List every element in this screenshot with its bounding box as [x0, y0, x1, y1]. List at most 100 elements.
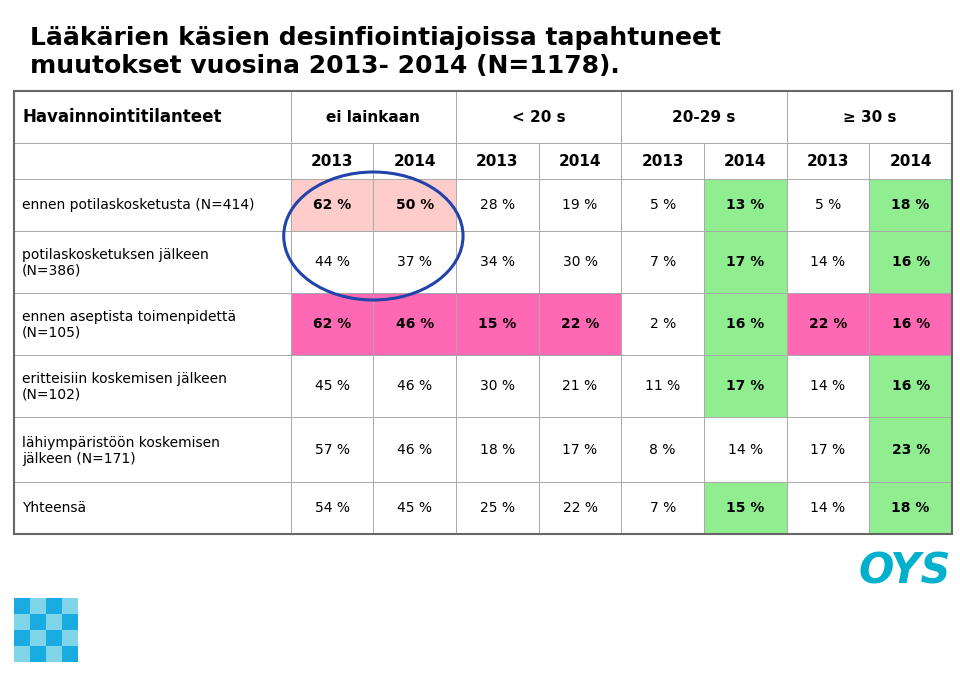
Text: 46 %: 46 %: [397, 379, 432, 393]
Bar: [539, 179, 621, 231]
Bar: [704, 482, 786, 534]
Bar: [30, 614, 46, 630]
Bar: [539, 355, 621, 417]
Text: 2 %: 2 %: [650, 317, 676, 331]
Text: 11 %: 11 %: [645, 379, 681, 393]
Bar: [704, 231, 786, 293]
Bar: [30, 630, 46, 646]
Text: ennen potilaskosketusta (N=414): ennen potilaskosketusta (N=414): [22, 198, 254, 212]
Text: 2013: 2013: [476, 153, 518, 168]
Text: 54 %: 54 %: [315, 501, 349, 515]
Bar: [291, 293, 373, 355]
Text: 57 %: 57 %: [315, 443, 349, 456]
Bar: [14, 614, 30, 630]
Bar: [14, 482, 291, 534]
Bar: [62, 598, 78, 614]
Bar: [14, 417, 291, 482]
Text: 23 %: 23 %: [892, 443, 930, 456]
Text: jälkeen (N=171): jälkeen (N=171): [22, 452, 135, 466]
Bar: [373, 143, 456, 179]
Text: (N=105): (N=105): [22, 326, 82, 340]
Text: 7 %: 7 %: [650, 255, 676, 269]
Text: 14 %: 14 %: [810, 379, 846, 393]
Text: 5 %: 5 %: [650, 198, 676, 212]
Text: 2014: 2014: [559, 153, 601, 168]
Bar: [786, 293, 870, 355]
Bar: [46, 630, 62, 646]
Bar: [704, 355, 786, 417]
Bar: [46, 598, 62, 614]
Text: 22 %: 22 %: [809, 317, 847, 331]
Text: 21 %: 21 %: [563, 379, 597, 393]
Text: 46 %: 46 %: [397, 443, 432, 456]
Bar: [456, 231, 539, 293]
Bar: [14, 179, 291, 231]
Bar: [14, 293, 291, 355]
Text: eritteisiin koskemisen jälkeen: eritteisiin koskemisen jälkeen: [22, 372, 227, 386]
Text: 25 %: 25 %: [480, 501, 515, 515]
Text: < 20 s: < 20 s: [512, 110, 565, 124]
Bar: [786, 179, 870, 231]
Bar: [373, 231, 456, 293]
Text: 18 %: 18 %: [892, 198, 930, 212]
Bar: [786, 231, 870, 293]
Text: 14 %: 14 %: [810, 255, 846, 269]
Text: 46 %: 46 %: [396, 317, 434, 331]
Text: ei lainkaan: ei lainkaan: [326, 110, 420, 124]
Bar: [786, 482, 870, 534]
Bar: [621, 143, 704, 179]
Text: 45 %: 45 %: [315, 379, 349, 393]
Text: ≥ 30 s: ≥ 30 s: [843, 110, 896, 124]
Text: 15 %: 15 %: [726, 501, 764, 515]
Bar: [539, 293, 621, 355]
Bar: [786, 91, 952, 143]
Text: 16 %: 16 %: [892, 317, 930, 331]
Bar: [14, 355, 291, 417]
Text: muutokset vuosina 2013- 2014 (N=1178).: muutokset vuosina 2013- 2014 (N=1178).: [30, 54, 620, 78]
Text: ennen aseptista toimenpidettä: ennen aseptista toimenpidettä: [22, 310, 236, 324]
Text: 17 %: 17 %: [726, 379, 764, 393]
Bar: [14, 91, 952, 534]
Bar: [14, 143, 291, 179]
Bar: [870, 482, 952, 534]
Text: 19 %: 19 %: [563, 198, 598, 212]
Text: 17 %: 17 %: [810, 443, 846, 456]
Bar: [621, 417, 704, 482]
Text: lähiympäristöön koskemisen: lähiympäristöön koskemisen: [22, 435, 220, 450]
Text: 34 %: 34 %: [480, 255, 515, 269]
Text: 30 %: 30 %: [563, 255, 597, 269]
Text: OYS: OYS: [859, 550, 951, 592]
Text: 22 %: 22 %: [561, 317, 599, 331]
Bar: [539, 417, 621, 482]
Text: potilaskosketuksen jälkeen: potilaskosketuksen jälkeen: [22, 248, 208, 262]
Bar: [14, 646, 30, 662]
Text: 30 %: 30 %: [480, 379, 515, 393]
Bar: [870, 417, 952, 482]
Text: 44 %: 44 %: [315, 255, 349, 269]
Text: 16 %: 16 %: [892, 255, 930, 269]
Text: 2013: 2013: [806, 153, 850, 168]
Bar: [291, 143, 373, 179]
Bar: [456, 143, 539, 179]
Bar: [621, 355, 704, 417]
Bar: [621, 482, 704, 534]
Bar: [291, 482, 373, 534]
Bar: [539, 231, 621, 293]
Text: 8 %: 8 %: [650, 443, 676, 456]
Bar: [46, 614, 62, 630]
Bar: [291, 91, 456, 143]
Bar: [456, 417, 539, 482]
Text: 16 %: 16 %: [726, 317, 764, 331]
Text: 2014: 2014: [889, 153, 932, 168]
Bar: [14, 630, 30, 646]
Bar: [456, 293, 539, 355]
Text: 18 %: 18 %: [480, 443, 515, 456]
Bar: [373, 293, 456, 355]
Bar: [704, 417, 786, 482]
Bar: [621, 293, 704, 355]
Bar: [704, 179, 786, 231]
Text: 14 %: 14 %: [810, 501, 846, 515]
Bar: [870, 293, 952, 355]
Text: 18 %: 18 %: [892, 501, 930, 515]
Bar: [786, 355, 870, 417]
